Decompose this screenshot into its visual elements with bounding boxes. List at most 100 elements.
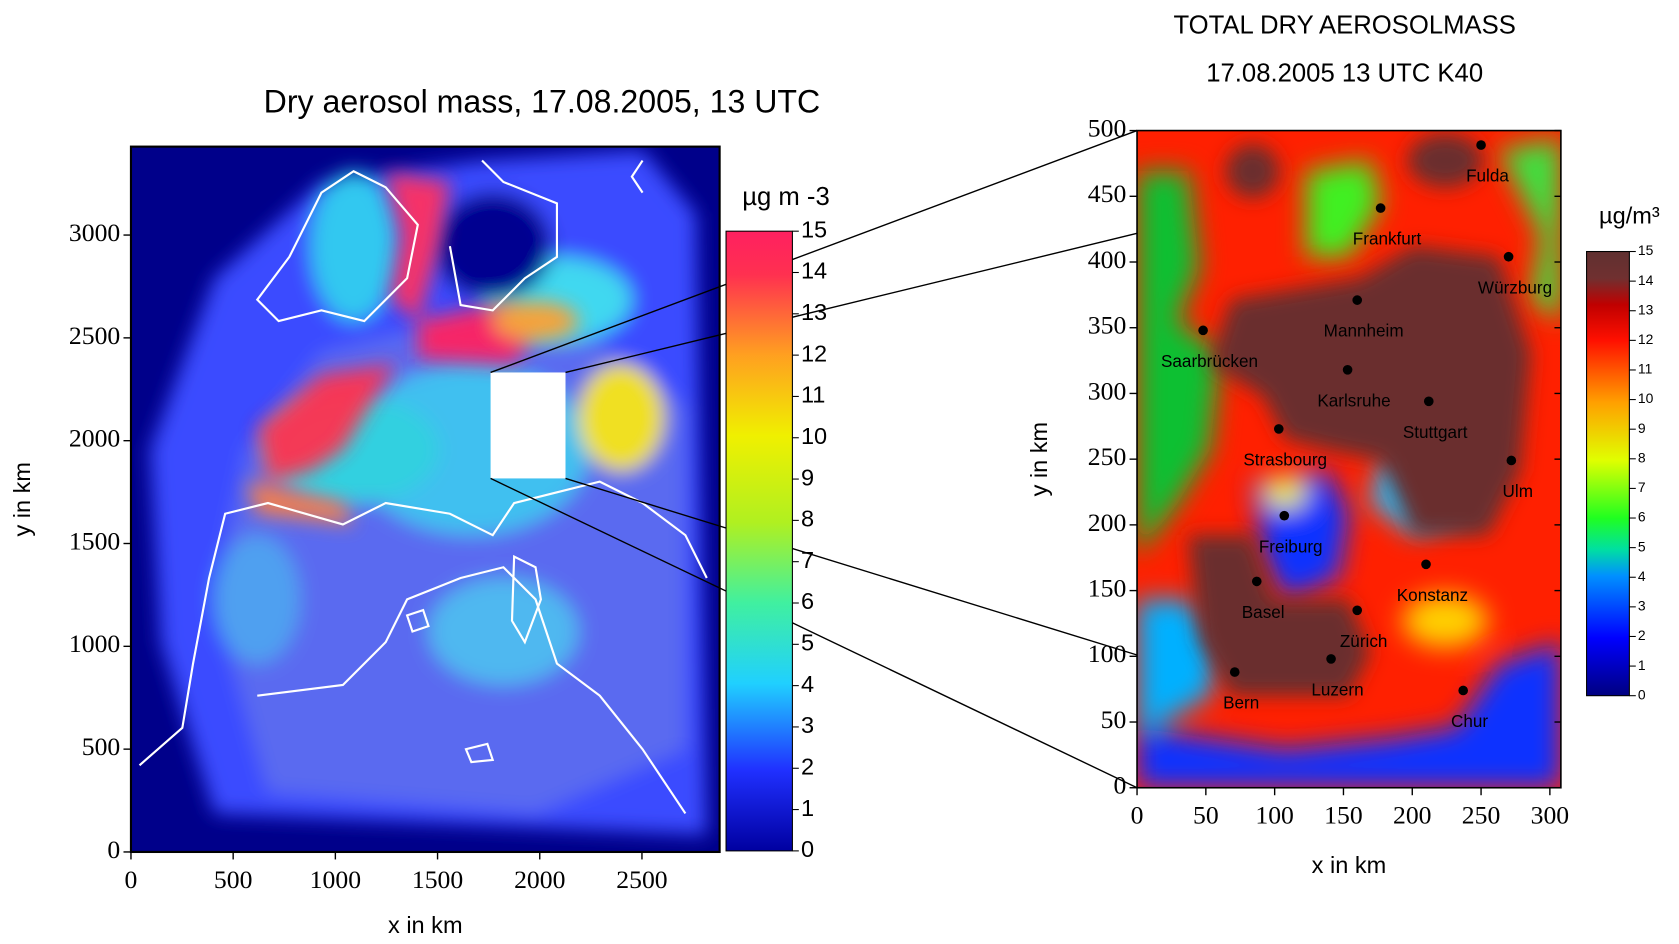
- city-label: Luzern: [1311, 681, 1363, 700]
- city-label: Fulda: [1466, 167, 1509, 186]
- colorbar-tick-label: 15: [1638, 242, 1654, 258]
- city-label: Frankfurt: [1353, 230, 1422, 249]
- x-tick-label: 2500: [616, 865, 667, 894]
- city-marker: [1423, 396, 1434, 407]
- y-tick-label: 400: [1088, 245, 1127, 274]
- city-label: Konstanz: [1397, 586, 1468, 605]
- y-tick-label: 150: [1088, 573, 1127, 602]
- city-label: Bern: [1223, 694, 1259, 713]
- y-tick-label: 500: [1088, 113, 1127, 142]
- colorbar: [725, 230, 793, 852]
- colorbar-label: µg m -3: [742, 183, 830, 211]
- colorbar-tick-label: 13: [1638, 301, 1654, 317]
- y-tick-label: 2000: [69, 424, 120, 453]
- x-tick-label: 2000: [514, 865, 565, 894]
- city-marker: [1421, 559, 1431, 570]
- y-tick-label: 0: [107, 835, 120, 864]
- colorbar-tick-label: 2: [801, 753, 814, 779]
- city-marker: [1279, 510, 1290, 521]
- colorbar-tick-label: 3: [801, 712, 814, 738]
- city-label: Karlsruhe: [1317, 391, 1390, 410]
- zoom-connectors: [490, 129, 1138, 789]
- city-label: Saarbrücken: [1161, 352, 1258, 371]
- colorbar-tick-label: 12: [1638, 331, 1654, 347]
- city-marker: [1506, 455, 1517, 466]
- colorbar-tick-label: 10: [1638, 390, 1654, 406]
- city-marker: [1198, 325, 1208, 336]
- colorbar-tick-label: 9: [801, 464, 814, 490]
- city-label: Stuttgart: [1403, 423, 1468, 442]
- city-label: Ulm: [1503, 482, 1533, 501]
- x-tick-label: 0: [125, 865, 138, 894]
- colorbar-tick-label: 1: [1638, 657, 1646, 673]
- colorbar-tick-label: 10: [801, 423, 827, 449]
- colorbar-tick-label: 7: [801, 547, 814, 573]
- colorbar-tick-label: 2: [1638, 627, 1646, 643]
- colorbar-tick-label: 4: [1638, 568, 1646, 584]
- colorbar-tick-label: 3: [1638, 598, 1646, 614]
- colorbar-tick-label: 6: [1638, 509, 1646, 525]
- y-tick-label: 1000: [69, 629, 120, 658]
- colorbar-tick-label: 5: [801, 630, 814, 656]
- left-field: [130, 146, 720, 852]
- x-tick-label: 300: [1531, 801, 1570, 830]
- city-label: Mannheim: [1324, 322, 1404, 341]
- colorbar-tick-label: 13: [801, 299, 827, 325]
- y-axis-label: y in km: [1026, 422, 1052, 497]
- city-marker: [1326, 654, 1336, 664]
- colorbar-tick-label: 11: [801, 382, 825, 408]
- x-tick-label: 250: [1462, 801, 1501, 830]
- colorbar-label: µg/m³: [1599, 202, 1660, 228]
- connector: [565, 232, 1138, 374]
- colorbar: [1586, 250, 1630, 697]
- city-label: Strasbourg: [1243, 451, 1327, 470]
- colorbar-tick-label: 8: [801, 506, 814, 532]
- colorbar-tick-label: 8: [1638, 449, 1646, 465]
- city-label: Würzburg: [1478, 278, 1552, 297]
- y-tick-label: 2500: [69, 321, 120, 350]
- y-tick-label: 100: [1088, 639, 1127, 668]
- x-tick-label: 200: [1393, 801, 1432, 830]
- colorbar-tick-label: 14: [801, 258, 827, 284]
- x-tick-label: 500: [214, 865, 253, 894]
- city-label: Zürich: [1340, 632, 1388, 651]
- x-axis-label: x in km: [1312, 852, 1387, 878]
- plot-frame: [129, 145, 721, 854]
- x-tick-label: 1000: [310, 865, 361, 894]
- y-tick-label: 1500: [69, 526, 120, 555]
- y-tick-label: 500: [82, 732, 121, 761]
- connector: [490, 129, 1138, 374]
- colorbar-tick-label: 14: [1638, 272, 1654, 288]
- chart-subtitle: 17.08.2005 13 UTC K40: [1206, 60, 1483, 88]
- y-tick-label: 250: [1088, 442, 1127, 471]
- city-marker: [1503, 251, 1514, 262]
- city-marker: [1251, 576, 1262, 587]
- colorbar-tick-label: 5: [1638, 538, 1646, 554]
- y-axis-label: y in km: [9, 462, 35, 537]
- city-marker: [1229, 667, 1240, 677]
- city-marker: [1352, 295, 1363, 305]
- city-label: Basel: [1242, 603, 1285, 622]
- chart-title: TOTAL DRY AEROSOLMASS: [1173, 12, 1515, 40]
- connector: [490, 477, 1138, 789]
- city-marker: [1342, 364, 1353, 375]
- y-tick-label: 350: [1088, 311, 1127, 340]
- right-field: [1137, 130, 1561, 788]
- y-tick-label: 0: [1113, 771, 1126, 800]
- colorbar-tick-label: 11: [1638, 361, 1653, 377]
- colorbar-tick-label: 7: [1638, 479, 1646, 495]
- colorbar-tick-label: 4: [801, 671, 814, 697]
- colorbar-tick-label: 9: [1638, 420, 1646, 436]
- city-marker: [1375, 203, 1386, 213]
- y-tick-label: 300: [1088, 376, 1127, 405]
- city-marker: [1476, 140, 1486, 150]
- colorbar-tick-label: 15: [801, 216, 827, 242]
- chart-title: Dry aerosol mass, 17.08.2005, 13 UTC: [264, 83, 821, 119]
- colorbar-tick-label: 6: [801, 588, 814, 614]
- y-tick-label: 450: [1088, 179, 1127, 208]
- x-tick-label: 50: [1193, 801, 1219, 830]
- colorbar-tick-label: 12: [801, 340, 827, 366]
- x-tick-label: 150: [1324, 801, 1363, 830]
- x-tick-label: 100: [1255, 801, 1294, 830]
